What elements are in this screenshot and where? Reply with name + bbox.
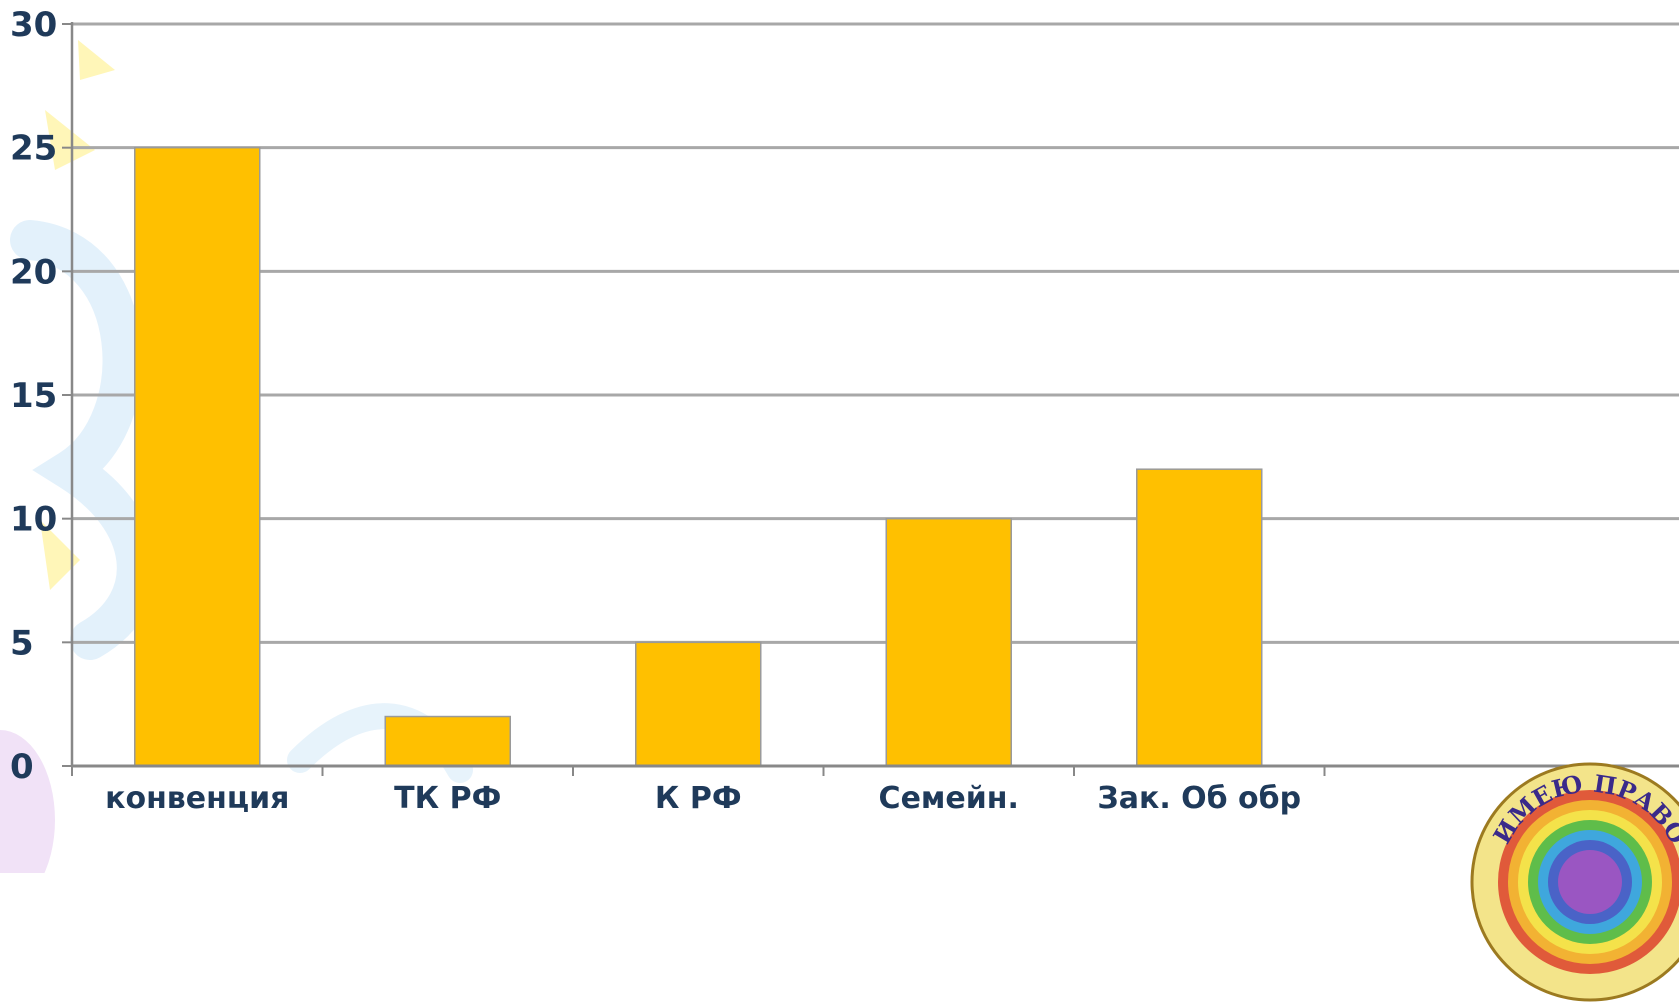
x-tick-label: Семейн.	[879, 781, 1019, 816]
x-tick-label: К РФ	[655, 781, 742, 816]
y-tick-label: 10	[10, 500, 57, 540]
x-tick-label: конвенция	[105, 781, 289, 816]
labels: 0 5 10 15 20 25 30 конвенция ТК РФ К РФ Семейн. Зак…	[10, 5, 1301, 816]
y-tick-label: 15	[10, 376, 57, 416]
bar	[384, 715, 511, 767]
grid-lines	[72, 22, 1679, 644]
y-tick-label: 30	[10, 5, 57, 45]
decorative-ray	[40, 520, 80, 590]
bars	[134, 146, 1263, 767]
rainbow-emblem-icon: ИМЕЮ ПРАВО	[1470, 762, 1679, 1002]
bar-chart: 0 5 10 15 20 25 30 конвенция ТК РФ К РФ Семейн. Зак…	[10, 5, 1679, 816]
bar	[1136, 468, 1263, 767]
decorative-ray	[45, 110, 95, 170]
bar	[885, 517, 1012, 767]
decorative-bubble	[0, 730, 55, 873]
decorative-ray	[78, 40, 115, 80]
bar	[635, 641, 762, 767]
x-tick-label: ТК РФ	[394, 781, 501, 816]
axes	[62, 22, 1679, 776]
y-tick-label: 0	[10, 747, 34, 787]
x-tick-label: Зак. Об обр	[1097, 781, 1301, 816]
y-tick-label: 20	[10, 252, 57, 292]
y-tick-label: 5	[10, 623, 34, 663]
bar	[134, 146, 261, 767]
y-tick-label: 25	[10, 129, 57, 169]
